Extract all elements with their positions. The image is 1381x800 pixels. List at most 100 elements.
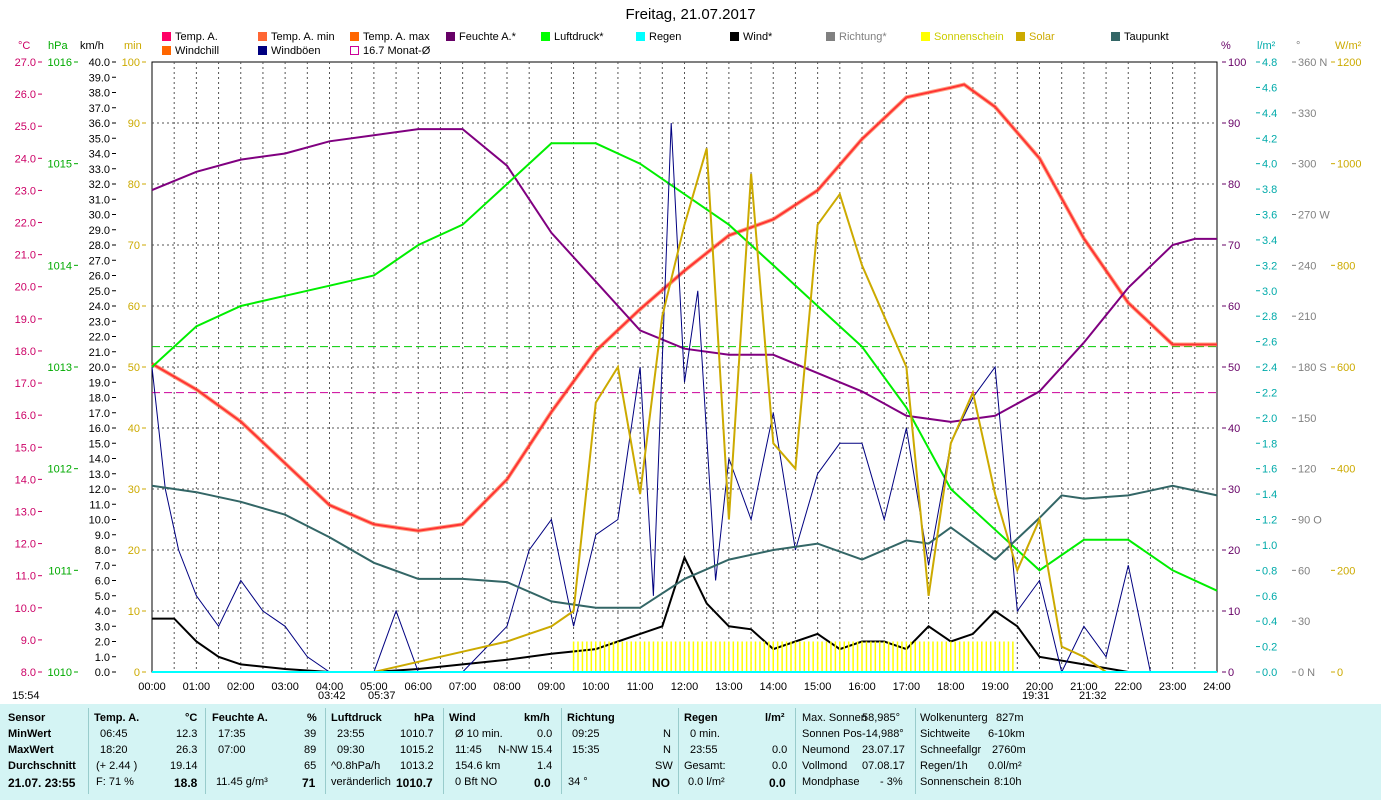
temp-tick-label: 15.0 [15,442,36,454]
wm2-tick-label: 1200 [1337,57,1361,69]
cur-hum-val: 71 [302,776,316,790]
avg-hum-val: 65 [304,760,317,772]
avg-dir-val: SW [655,760,673,772]
wm2-tick-label: 0 [1337,667,1343,679]
deg-tick-label: 120 [1298,464,1316,476]
legend-item: Regen [636,31,681,43]
x-tick-label: 13:00 [715,681,743,693]
kmh-tick-label: 17.0 [89,408,110,420]
wm2-unit-label: W/m² [1335,40,1362,52]
kmh-tick-label: 26.0 [89,271,110,283]
lm2-unit-label: l/m² [1257,40,1276,52]
kmh-tick-label: 33.0 [89,164,110,176]
column-divider [443,708,444,794]
misc-label: Sonnenschein [920,776,990,788]
x-tick-label: 03:00 [271,681,299,693]
row-label-max: MaxWert [8,744,54,756]
sunset-time: 21:32 [1079,690,1107,702]
min-hum-val: 39 [304,728,317,740]
kmh-tick-label: 3.0 [95,621,110,633]
kmh-tick-label: 29.0 [89,225,110,237]
legend-item: Taupunkt [1111,31,1169,43]
min-press-val: 1010.7 [400,728,434,740]
max-wind-val: 15.4 [531,744,553,756]
x-tick-label: 05:00 [360,681,388,693]
avg-wind-val: 1.4 [537,760,553,772]
temp-tick-label: 14.0 [15,474,36,486]
hpa-tick-label: 1010 [48,667,72,679]
wm2-tick-label: 600 [1337,362,1355,374]
axis-units: °C hPa km/h min % l/m² ° W/m² [0,40,1381,58]
avg-rain-val: 0.0 [772,760,788,772]
x-tick-label: 06:00 [404,681,432,693]
kmh-tick-label: 22.0 [89,332,110,344]
legend: Temp. A. Temp. A. min Temp. A. max Feuch… [0,0,1381,60]
kmh-tick-label: 36.0 [89,118,110,130]
legend-label: Taupunkt [1124,31,1169,43]
header-wind-unit: km/h [524,712,550,724]
lm2-tick-label: 1.0 [1262,540,1277,552]
column-divider [88,708,89,794]
legend-swatch [730,32,739,41]
max-temp-time: 18:20 [100,744,128,756]
min-unit-label: min [124,40,142,52]
deg-tick-label: 270 W [1298,210,1330,222]
min-dir-time: 09:25 [572,728,600,740]
kmh-tick-label: 25.0 [89,286,110,298]
pct-tick-label: 50 [1228,362,1240,374]
lm2-tick-label: 4.2 [1262,133,1277,145]
temp-tick-label: 24.0 [15,153,36,165]
series-line-taupunkt [151,484,1218,609]
x-tick-label: 16:00 [848,681,876,693]
kmh-tick-label: 32.0 [89,179,110,191]
lm2-tick-label: 3.2 [1262,260,1277,272]
avg-press-val: 1013.2 [400,760,434,772]
kmh-tick-label: 0.0 [95,667,110,679]
avg-wind-distance: 154.6 km [455,760,501,772]
legend-label: Richtung* [839,31,887,43]
wm2-tick-label: 800 [1337,260,1355,272]
x-tick-label: 09:00 [538,681,566,693]
legend-label: Feuchte A.* [459,31,516,43]
temp-tick-label: 10.0 [15,603,36,615]
cur-felt: F: 71 % [96,776,134,788]
temp-tick-label: 19.0 [15,314,36,326]
x-tick-label: 08:00 [493,681,521,693]
series-line-feuchte-a [151,128,1217,423]
kmh-tick-label: 2.0 [95,637,110,649]
temp-tick-label: 25.0 [15,121,36,133]
legend-label: Wind* [743,31,773,43]
temp-tick-label: 8.0 [21,667,36,679]
weather-chart: 00:00 01:00 02:00 03:00 04:00 05:00 06:00 07:00… [15,57,1362,693]
legend-swatch [258,32,267,41]
kmh-tick-label: 37.0 [89,103,110,115]
legend-item: Wind* [730,31,772,43]
cur-wind-val: 0.0 [534,776,551,790]
chart-title: Freitag, 21.07.2017 [625,6,756,23]
lm2-tick-label: 0.8 [1262,565,1277,577]
row-label-avg: Durchschnitt [8,760,76,772]
astro-label: Sonnen Pos [802,728,862,740]
astro-value: -14,988° [862,728,904,740]
legend-swatch [350,32,359,41]
kmh-unit-label: km/h [80,40,104,52]
hpa-tick-label: 1011 [48,565,72,577]
legend-item: 16.7 Monat-Ø [350,45,430,57]
misc-value: 0.0l/m² [988,760,1022,772]
kmh-tick-label: 1.0 [95,652,110,664]
kmh-tick-label: 8.0 [95,545,110,557]
column-divider [915,708,916,794]
min-press-time: 23:55 [337,728,365,740]
header-sensor: Sensor [8,712,46,724]
legend-swatch [162,32,171,41]
column-divider [325,708,326,794]
x-tick-label: 10:00 [582,681,610,693]
kmh-tick-label: 40.0 [89,57,110,69]
kmh-tick-label: 4.0 [95,606,110,618]
x-tick-label: 15:00 [804,681,832,693]
hpa-tick-label: 1015 [48,159,72,171]
legend-swatch [350,46,359,55]
temp-tick-label: 16.0 [15,410,36,422]
deg-tick-label: 90 O [1298,515,1322,527]
hpa-tick-label: 1014 [48,260,72,272]
